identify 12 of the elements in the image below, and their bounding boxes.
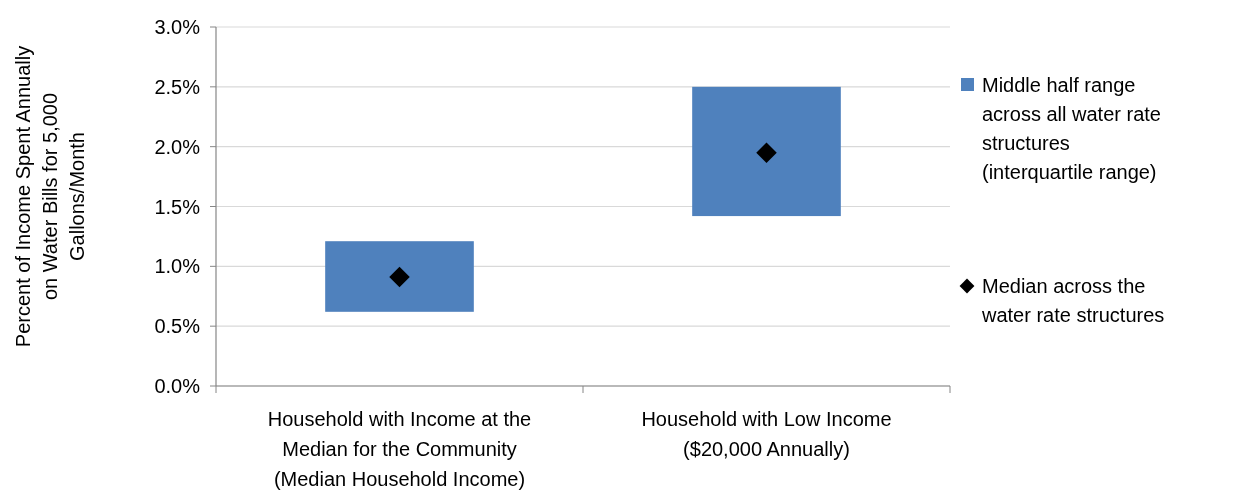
x-tick-label: Household with Low Income ($20,000 Annually) — [641, 408, 892, 460]
y-tick-label: 2.5% — [154, 75, 201, 98]
legend-label: Median across the water rate structures — [981, 275, 1165, 326]
x-tick-label: Household with Income at the Median for the Community (Median Household Income) — [267, 408, 532, 490]
y-tick-label: 0.5% — [154, 315, 201, 338]
y-tick-label: 2.0% — [154, 135, 201, 158]
y-tick-label: 0.0% — [154, 375, 201, 397]
y-tick-label: 1.5% — [154, 195, 201, 218]
y-tick-label: 3.0% — [154, 16, 201, 38]
y-axis-title: Percent of Income Spent Annually on Water Bills for 5,000 Gallons/Month — [12, 45, 88, 348]
legend-label: Middle half range across all water rate structures (interquartile range) — [982, 74, 1161, 183]
y-tick-label: 1.0% — [154, 255, 201, 278]
